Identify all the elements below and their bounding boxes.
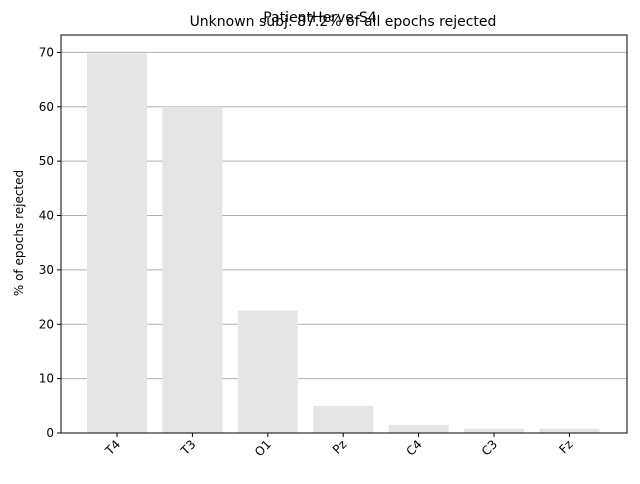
x-tick-label: Pz [330, 437, 349, 456]
bar-c4 [388, 424, 449, 433]
tick-layer: 0 10 20 30 40 50 60 70 T4 T3 O1 Pz C4 C3 Fz [39, 45, 576, 459]
y-tick-label: 40 [39, 209, 54, 223]
y-tick-label: 20 [39, 317, 54, 331]
y-tick-label: 70 [39, 45, 54, 59]
bar-layer [87, 53, 600, 434]
x-tick-label: Fz [556, 437, 575, 456]
bar-c3 [464, 428, 524, 433]
y-tick-label: 30 [39, 263, 54, 277]
y-tick-label: 0 [46, 426, 54, 440]
bar-t3 [162, 106, 223, 433]
y-tick-label: 50 [39, 154, 54, 168]
grid-layer [61, 51, 627, 380]
x-tick-label: C3 [479, 437, 500, 458]
bar-pz [313, 405, 374, 433]
y-tick-label: 60 [39, 100, 54, 114]
chart-title: Unknown subj: 87.2% of all epochs reject… [190, 14, 497, 30]
x-tick-label: T4 [102, 437, 123, 458]
x-tick-label: O1 [252, 437, 274, 459]
y-axis-label: % of epochs rejected [12, 170, 26, 296]
chart-suptitle: PatientHerve-S4 [263, 10, 376, 26]
bar-o1 [237, 310, 298, 433]
x-tick-label: C4 [403, 437, 424, 458]
plot-frame [60, 34, 628, 434]
y-tick-label: 10 [39, 372, 54, 386]
x-tick-label: T3 [177, 437, 198, 458]
bar-t4 [87, 53, 147, 434]
bar-fz [539, 428, 600, 433]
